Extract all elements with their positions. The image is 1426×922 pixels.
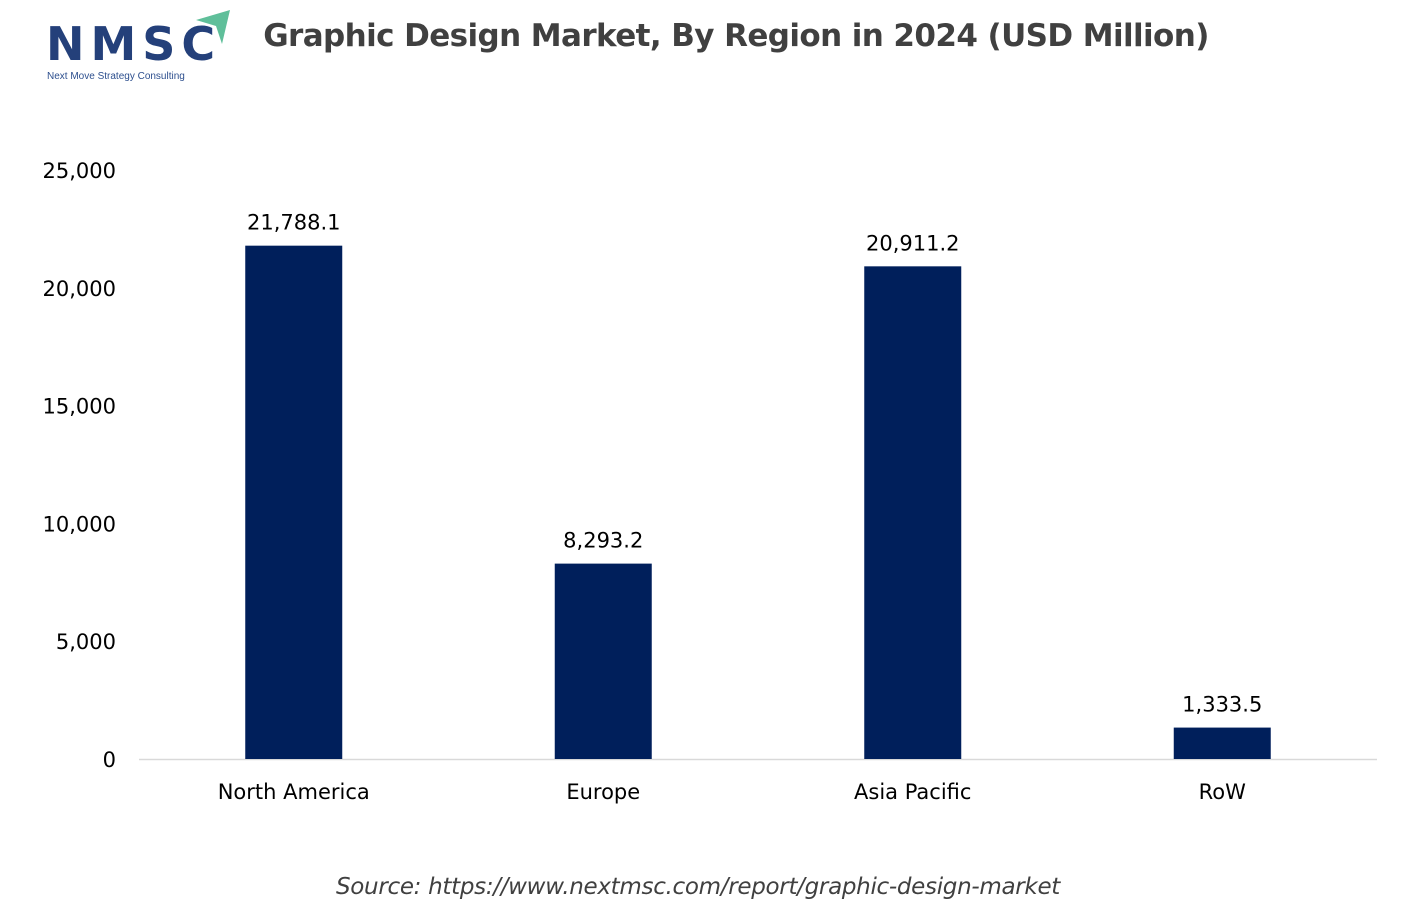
y-tick-label: 25,000	[43, 159, 116, 183]
logo-arrow-icon	[196, 10, 230, 44]
bar-asia-pacific	[864, 266, 962, 759]
x-tick-label: RoW	[1199, 780, 1246, 804]
x-tick-label: North America	[218, 780, 370, 804]
source-text: Source: https://www.nextmsc.com/report/g…	[335, 874, 1061, 900]
data-label: 8,293.2	[563, 529, 643, 553]
chart-title: Graphic Design Market, By Region in 2024…	[263, 18, 1209, 54]
nmsc-logo: NMSC Next Move Strategy Consulting	[44, 6, 234, 86]
y-tick-label: 20,000	[43, 277, 116, 301]
bar-europe	[554, 563, 652, 759]
bar-row	[1173, 727, 1271, 759]
data-label: 20,911.2	[866, 231, 960, 255]
x-tick-label: Asia Pacific	[854, 780, 971, 804]
y-tick-label: 10,000	[43, 512, 116, 536]
x-tick-label: Europe	[566, 780, 640, 804]
y-tick-label: 0	[103, 748, 116, 772]
y-tick-label: 15,000	[43, 395, 116, 419]
logo-tagline: Next Move Strategy Consulting	[47, 71, 185, 82]
logo-wordmark: NMSC	[46, 17, 222, 71]
data-label: 1,333.5	[1182, 693, 1262, 717]
data-label: 21,788.1	[247, 211, 341, 235]
bar-north-america	[245, 245, 343, 759]
y-tick-label: 5,000	[56, 630, 116, 654]
